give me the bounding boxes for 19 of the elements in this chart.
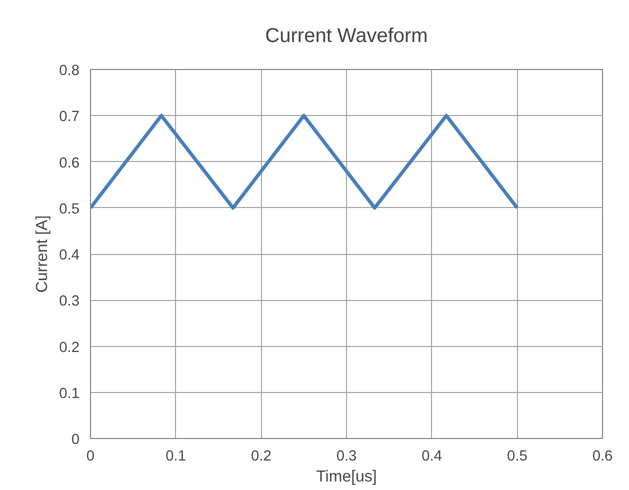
x-axis-title: Time[us] [316, 468, 377, 486]
x-tick-label: 0.6 [592, 448, 613, 464]
x-tick-label: 0.2 [250, 448, 272, 464]
y-tick-label: 0.1 [59, 386, 80, 402]
y-tick-label: 0.2 [59, 340, 80, 356]
y-tick-label: 0.3 [59, 294, 80, 310]
y-axis-title: Current [A] [34, 215, 52, 293]
x-tick-label: 0.4 [422, 448, 442, 464]
x-tick-label: 0 [86, 448, 95, 464]
x-tick-label: 0.3 [336, 448, 357, 464]
y-tick-label: 0.6 [59, 155, 80, 172]
y-tick-label: 0.4 [59, 248, 80, 264]
y-tick-label: 0.5 [59, 201, 80, 218]
y-tick-label: 0.7 [59, 109, 80, 126]
chart-title: Current Waveform [265, 25, 428, 47]
x-tick-label: 0.5 [506, 448, 528, 464]
y-tick-label: 0 [71, 432, 80, 448]
y-tick-label: 0.8 [59, 63, 80, 79]
x-tick-label: 0.1 [166, 448, 186, 464]
